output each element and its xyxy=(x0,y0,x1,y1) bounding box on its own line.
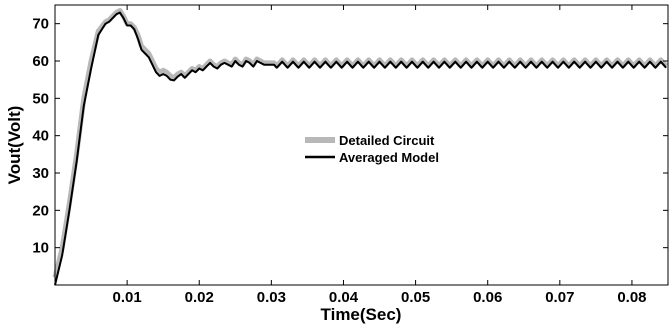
y-tick-label: 70 xyxy=(32,16,49,33)
x-tick-label: 0.03 xyxy=(257,289,286,306)
legend-label-averaged: Averaged Model xyxy=(339,150,439,165)
x-tick-label: 0.02 xyxy=(185,289,214,306)
y-tick-label: 60 xyxy=(32,53,49,70)
x-axis-label: Time(Sec) xyxy=(321,305,402,324)
series-line-averaged-model xyxy=(54,11,667,286)
legend: Detailed Circuit Averaged Model xyxy=(305,133,439,165)
plot-area xyxy=(55,5,668,285)
series-line-detailed-circuit xyxy=(52,8,669,279)
x-tick-label: 0.05 xyxy=(401,289,430,306)
y-tick-label: 30 xyxy=(32,165,49,182)
x-tick-label: 0.04 xyxy=(329,289,359,306)
y-tick-label: 20 xyxy=(32,202,49,219)
x-tick-label: 0.08 xyxy=(617,289,646,306)
x-tick-label: 0.06 xyxy=(473,289,502,306)
legend-label-detailed: Detailed Circuit xyxy=(339,133,435,148)
y-tick-label: 10 xyxy=(32,240,49,257)
y-axis-label: Vout(Volt) xyxy=(5,106,24,185)
x-tick-label: 0.07 xyxy=(545,289,574,306)
plot-frame xyxy=(54,4,669,286)
y-tick-label: 40 xyxy=(32,128,49,145)
x-tick-label: 0.01 xyxy=(113,289,142,306)
y-tick-label: 50 xyxy=(32,90,49,107)
